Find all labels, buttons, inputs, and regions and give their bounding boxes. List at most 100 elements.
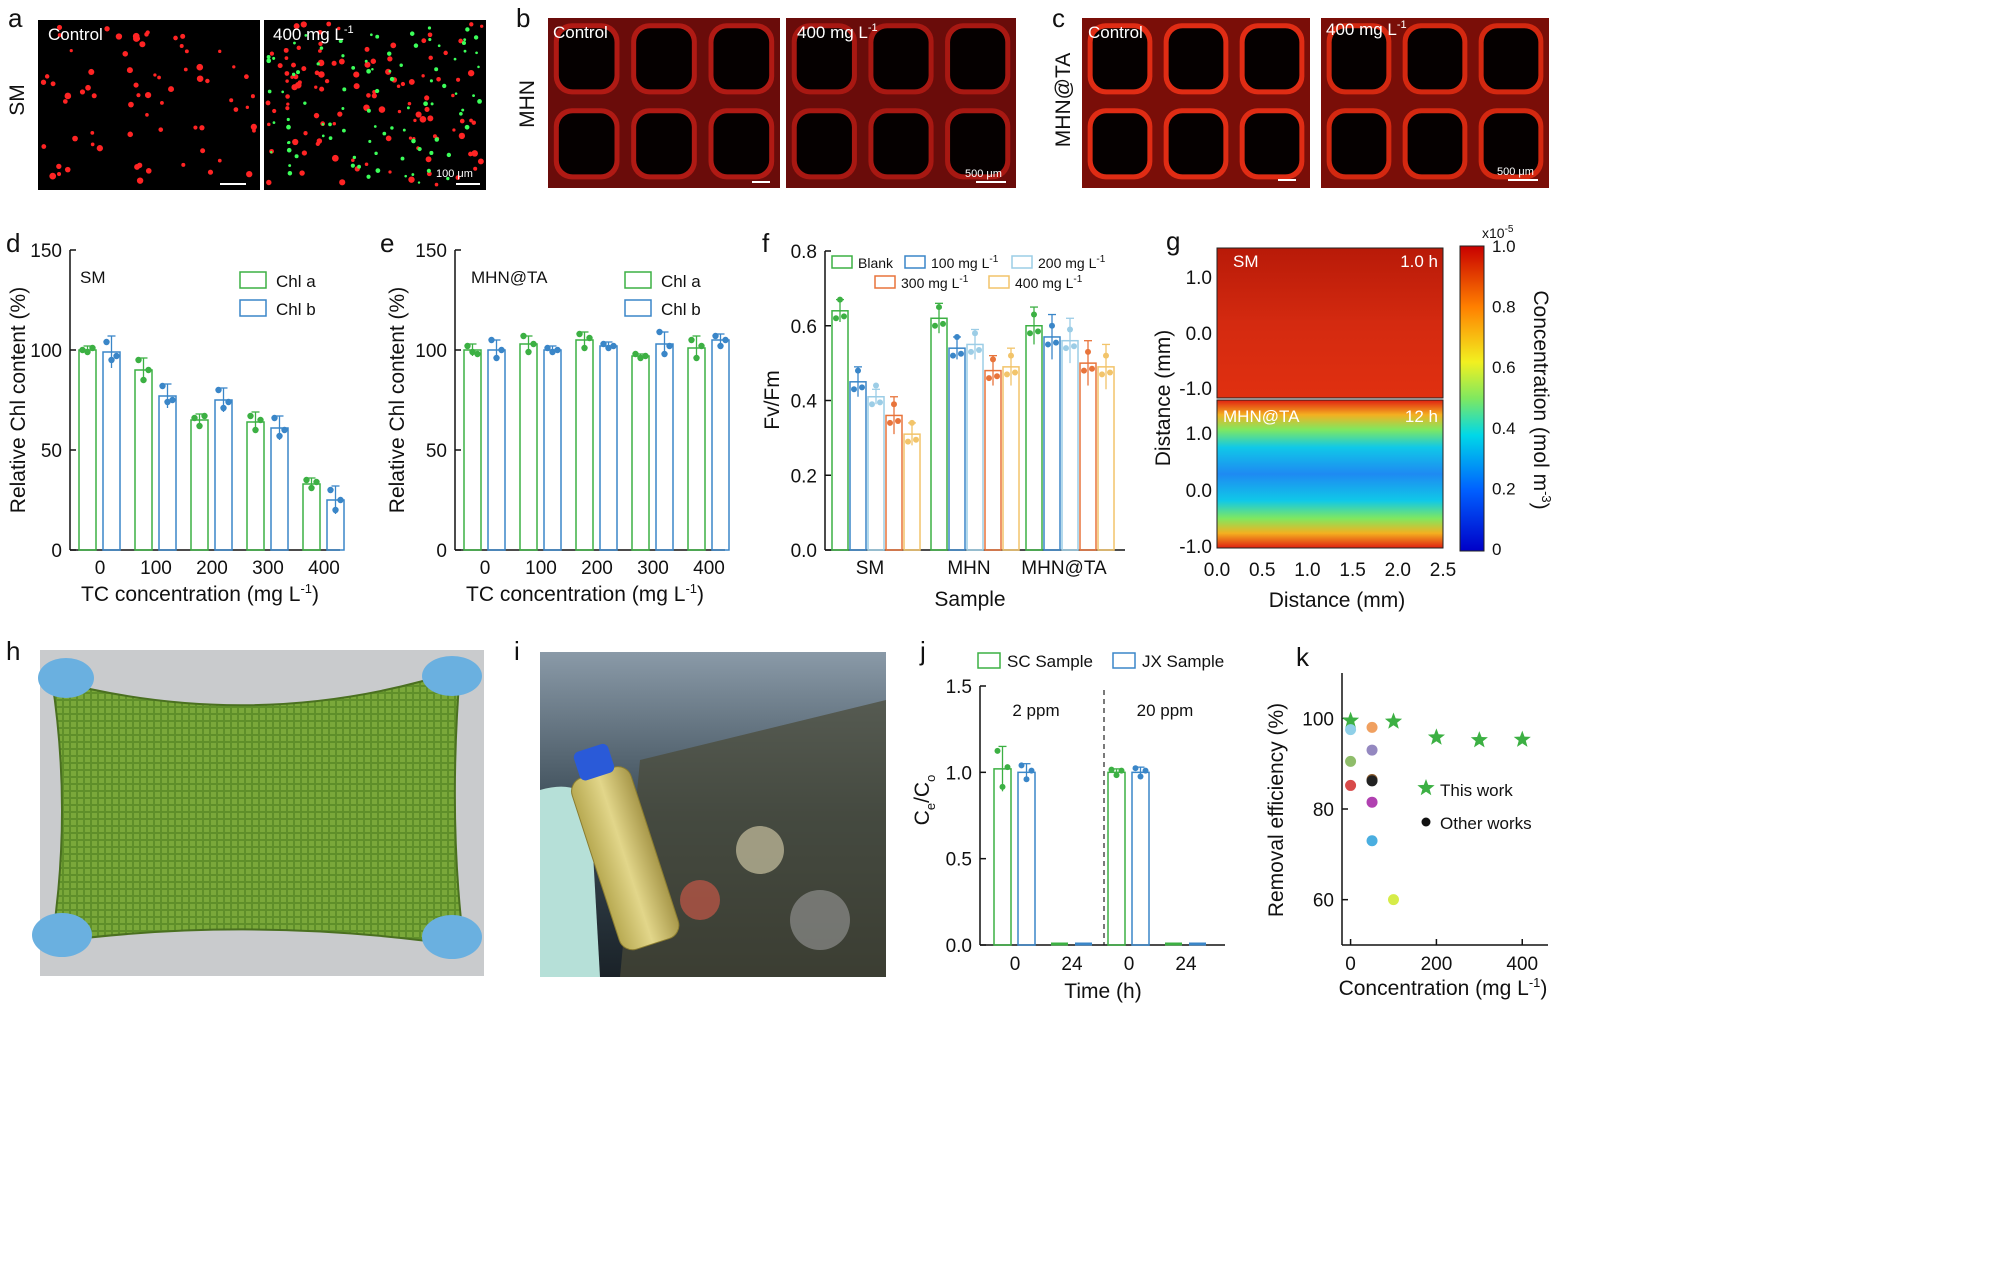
cell-dot (461, 40, 467, 46)
cell-dot (233, 107, 239, 112)
chart-d: 0 50 100 150 0 100 200 300 400 SM Chl a Chl b TC con… (7, 241, 345, 606)
cell-dot (267, 122, 271, 127)
data-point (108, 356, 115, 364)
bar (948, 347, 966, 551)
cell-dot (181, 162, 186, 167)
data-point (994, 747, 1001, 754)
data-point (1067, 326, 1073, 333)
cell-dot (338, 58, 345, 65)
x-tick-label: 2.0 (1385, 560, 1411, 581)
bar (487, 349, 506, 551)
cell-dot (472, 94, 475, 98)
data-point (913, 436, 919, 443)
cell-dot (90, 130, 95, 135)
y-tick-label: 100 (30, 341, 62, 362)
cell-dot (463, 49, 467, 53)
mesh-hole (950, 28, 1006, 90)
cell-dot (286, 102, 290, 106)
chart-f: 0.0 0.2 0.4 0.6 0.8 SM MHN MHN@TA Blank 100 mg L-… (761, 242, 1125, 611)
cell-dot (409, 31, 415, 36)
data-point (1388, 894, 1399, 906)
x-tick-label: 1.0 (1294, 560, 1320, 581)
bar (1025, 325, 1043, 551)
data-point (530, 340, 537, 348)
cell-dot (428, 55, 433, 61)
data-point (986, 375, 992, 382)
cell-dot (267, 89, 272, 94)
data-point (642, 352, 649, 360)
star-point (1384, 712, 1403, 729)
cell-dot (193, 125, 198, 130)
legend-swatch (831, 255, 853, 269)
data-point (637, 354, 644, 362)
data-point (999, 783, 1006, 790)
cell-dot (427, 115, 434, 122)
cell-dot (300, 21, 307, 28)
data-point (1028, 767, 1035, 774)
y-tick-label: 0.4 (791, 392, 818, 413)
bar (1131, 771, 1150, 946)
data-point (474, 350, 481, 358)
cell-dot (342, 87, 347, 92)
cell-dot (402, 128, 406, 132)
row-label-mhn: MHN (516, 80, 539, 128)
mesh-hole (636, 28, 692, 90)
x-tick-label: 100 (140, 558, 172, 579)
data-point (1103, 352, 1109, 359)
cell-dot (90, 142, 95, 147)
data-point (271, 414, 278, 422)
data-point (712, 332, 719, 340)
data-point (873, 382, 879, 389)
data-point (247, 412, 254, 420)
legend-swatch (874, 275, 896, 289)
cell-dot (292, 138, 299, 146)
micrograph-sm-control: Control (38, 20, 260, 190)
cell-dot (88, 68, 95, 75)
cell-dot (453, 57, 457, 61)
cell-dot (342, 128, 346, 133)
cell-dot (200, 148, 206, 154)
mesh-hole (1168, 113, 1224, 175)
cell-dot (157, 75, 161, 80)
data-point (1027, 330, 1033, 337)
y-tick-label: 1.0 (946, 763, 972, 784)
data-point (1031, 311, 1037, 318)
bar (993, 768, 1012, 946)
cell-dot (390, 126, 394, 130)
bar (655, 343, 674, 551)
cell-dot (168, 86, 175, 93)
cell-dot (404, 174, 408, 178)
legend-swatch (239, 299, 267, 317)
data-point (89, 344, 96, 352)
x-tick-label: 2.5 (1430, 560, 1456, 581)
cell-dot (128, 101, 134, 108)
cell-dot (374, 151, 378, 156)
data-point (276, 432, 283, 440)
cell-dot (408, 176, 415, 183)
data-point (688, 336, 695, 344)
data-point (833, 315, 839, 322)
mesh-hole (1244, 28, 1300, 90)
data-point (698, 342, 705, 350)
cell-dot (266, 179, 272, 186)
panel-sublabel: MHN@TA (471, 268, 548, 287)
x-tick-label: 200 (581, 558, 613, 579)
cell-dot (56, 24, 63, 30)
cell-dot (328, 122, 332, 127)
cell-dot (339, 179, 346, 186)
bar (134, 369, 153, 551)
bar (1017, 771, 1036, 946)
bar (158, 395, 177, 551)
y-tick-label: -1.0 (1179, 379, 1212, 400)
cell-dot (85, 84, 91, 91)
data-point (225, 398, 232, 406)
cell-dot (301, 150, 308, 156)
bar (966, 343, 984, 551)
cell-dot (145, 113, 149, 117)
legend-label: 200 mg L-1 (1038, 254, 1106, 271)
data-point (544, 344, 551, 352)
chart-j: 0.0 0.5 1.0 1.5 0 24 0 24 2 ppm 20 ppm SC Sample JX… (911, 652, 1225, 1003)
cell-dot (126, 67, 133, 74)
x-tick-label: 0 (1010, 954, 1021, 975)
panel-label-f: f (762, 228, 770, 258)
